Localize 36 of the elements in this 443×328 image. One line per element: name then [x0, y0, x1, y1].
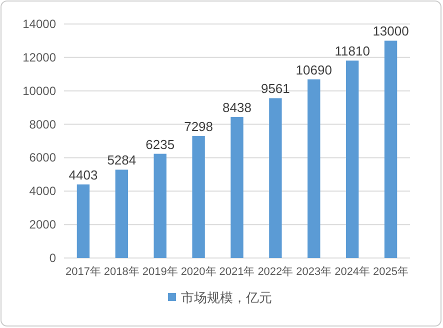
bar — [384, 40, 398, 258]
x-tick-label: 2017年 — [65, 266, 101, 278]
data-label: 10690 — [296, 62, 332, 78]
y-tick-label: 0 — [49, 251, 56, 265]
data-label: 13000 — [372, 24, 409, 39]
data-label: 11810 — [334, 44, 370, 59]
bar — [76, 184, 90, 258]
bar — [192, 136, 205, 258]
y-tick-label: 14000 — [22, 17, 56, 31]
bar — [346, 60, 359, 258]
data-label: 8438 — [222, 100, 252, 115]
data-label: 9561 — [260, 81, 290, 96]
x-tick-label: 2019年 — [142, 266, 178, 278]
x-tick-label: 2023年 — [296, 266, 332, 278]
x-tick-label: 2024年 — [334, 266, 370, 278]
bar — [308, 79, 320, 258]
y-tick-label: 4000 — [29, 184, 56, 198]
data-label: 4403 — [68, 167, 98, 182]
y-tick-label: 2000 — [29, 218, 56, 232]
data-label: 5284 — [107, 152, 136, 168]
bar — [269, 98, 282, 258]
bar — [154, 154, 166, 258]
y-tick-label: 10000 — [22, 84, 56, 98]
x-tick-label: 2022年 — [258, 266, 294, 278]
data-label: 6235 — [146, 136, 175, 152]
data-label: 7298 — [184, 119, 214, 134]
x-tick-label: 2021年 — [219, 266, 255, 278]
x-tick-label: 2018年 — [104, 266, 140, 278]
bar — [115, 170, 128, 258]
bar — [230, 116, 244, 258]
y-tick-label: 8000 — [29, 117, 56, 132]
x-tick-label: 2020年 — [180, 266, 216, 278]
x-tick-label: 2025年 — [373, 266, 409, 278]
y-tick-label: 12000 — [22, 50, 56, 64]
legend-label: 市场规模，亿元 — [181, 290, 272, 305]
y-tick-label: 6000 — [29, 150, 56, 165]
